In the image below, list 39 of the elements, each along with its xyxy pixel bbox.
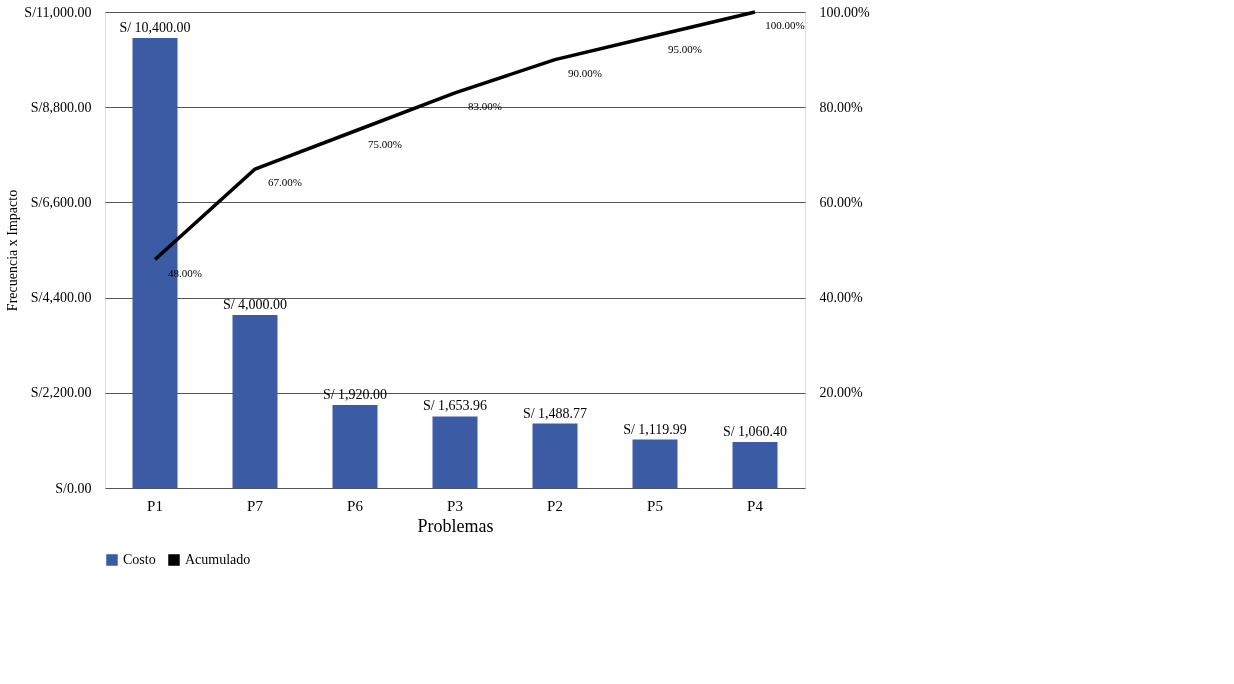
legend-label: Costo [123,552,156,567]
bar [532,423,578,488]
y-tick-label: S/0.00 [55,480,92,496]
x-tick-label: P5 [647,497,663,514]
y2-tick-label: 60.00% [819,194,863,210]
x-tick-label: P3 [447,497,463,514]
x-tick-label: P4 [747,497,764,514]
data-label: 90.00% [568,66,602,79]
x-tick-label: P1 [147,497,163,514]
data-label: 75.00% [368,138,402,150]
data-label: S/ 1,060.40 [722,424,788,440]
y-tick-label: S/4,400.00 [30,290,92,306]
data-label: 100.00% [765,19,805,31]
y2-tick-label: 20.00% [819,385,863,401]
y2-tick-label: 40.00% [819,290,863,306]
x-tick-label: P2 [547,497,563,514]
y-tick-label: S/2,200.00 [30,385,92,401]
bar [432,416,478,488]
y2-tick-label: 100.00% [819,4,870,20]
data-label: S/ 1,653.96 [422,398,488,414]
y-tick-label: S/11,000.00 [24,4,92,20]
bar [732,442,778,488]
data-label: S/ 10,400.00 [119,19,191,35]
data-label: S/ 1,488.77 [522,405,588,421]
data-label: S/ 4,000.00 [222,296,288,312]
data-label: S/ 1,119.99 [623,421,687,437]
bar [232,314,278,488]
y-axis-title: Frecuencia x Impacto [5,189,21,312]
x-tick-label: P7 [247,497,264,514]
y-tick-label: S/8,800.00 [30,99,92,115]
x-tick-label: P6 [347,497,364,514]
legend-label: Acumulado [185,552,251,567]
data-label: 67.00% [268,176,302,189]
bar [632,439,678,488]
data-label: 95.00% [668,42,702,55]
bar [332,404,378,488]
y-tick-label: S/6,600.00 [30,194,92,210]
y2-tick-label: 80.00% [819,99,863,115]
x-axis-title: Problemas [417,515,494,536]
